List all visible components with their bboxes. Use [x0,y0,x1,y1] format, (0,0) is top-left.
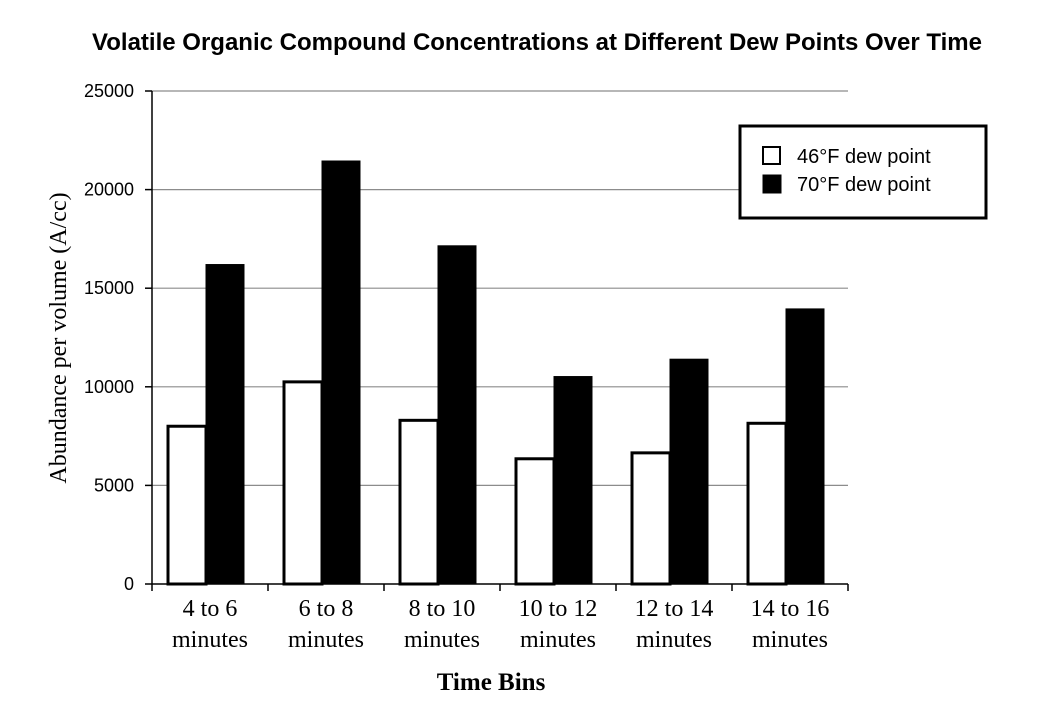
x-tick-label-0-line-1: minutes [172,627,248,653]
y-tick-label-20000: 20000 [84,180,134,200]
bar-s1-c5 [785,308,825,585]
x-tick-label-5-line-0: 14 to 16 [751,596,830,622]
x-tick-label-5-line-1: minutes [752,627,828,653]
x-tick-label-2-line-0: 8 to 10 [409,596,476,622]
bar-s0-c2 [398,418,440,586]
y-axis-ticks: 0 5000 10000 15000 20000 25000 [84,81,152,594]
x-axis-label: Time Bins [437,669,546,696]
legend-frame [738,124,988,220]
x-axis-ticks: 4 to 6 minutes 6 to 8 minutes 8 to 10 minutes… [172,596,829,653]
bar-s1-c1 [321,160,361,585]
axes [151,91,849,591]
y-axis-label: Abundance per volume (A/cc) [46,192,72,483]
bar-s1-c0 [205,264,245,585]
bar-s0-c4 [630,451,672,586]
x-tick-label-1: 6 to 8 minutes [288,596,364,653]
bar-s1-c4 [669,358,709,585]
legend-swatch-70f [762,174,782,194]
x-tick-label-0: 4 to 6 minutes [172,596,248,653]
bar-s0-c3 [514,457,556,586]
y-tick-label-5000: 5000 [94,475,134,495]
bar-s0-c0 [166,424,208,586]
bar-s1-c3 [553,376,593,585]
y-tick-label-15000: 15000 [84,278,134,298]
bar-s0-c1 [282,380,324,586]
x-tick-label-4: 12 to 14 minutes [635,596,714,653]
bar-s0-c5 [746,421,788,586]
y-tick-label-0: 0 [124,574,134,594]
x-tick-label-5: 14 to 16 minutes [751,596,830,653]
x-tick-label-1-line-1: minutes [288,627,364,653]
legend-label-46f: 46°F dew point [797,146,931,168]
x-tick-label-4-line-1: minutes [636,627,712,653]
bar-s1-c2 [437,245,477,585]
y-tick-label-25000: 25000 [84,81,134,101]
x-tick-label-3: 10 to 12 minutes [519,596,598,653]
x-tick-label-2-line-1: minutes [404,627,480,653]
x-tick-label-1-line-0: 6 to 8 [299,596,354,622]
gridlines [152,90,848,486]
y-tick-label-10000: 10000 [84,377,134,397]
x-tick-label-4-line-0: 12 to 14 [635,596,714,622]
x-tick-label-3-line-1: minutes [520,627,596,653]
legend-swatch-46f [762,146,781,165]
legend: 46°F dew point 70°F dew point [738,124,988,220]
x-tick-label-3-line-0: 10 to 12 [519,596,598,622]
x-tick-label-2: 8 to 10 minutes [404,596,480,653]
x-tick-label-0-line-0: 4 to 6 [183,596,238,622]
bars [166,160,825,586]
chart-title: Volatile Organic Compound Concentrations… [92,29,982,56]
legend-label-70f: 70°F dew point [797,174,931,196]
